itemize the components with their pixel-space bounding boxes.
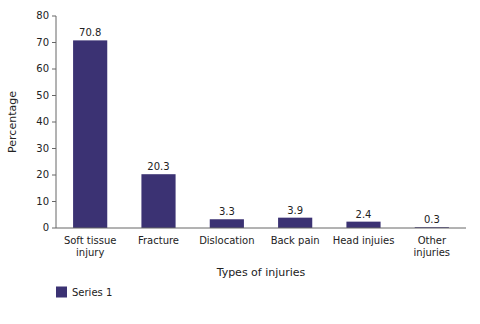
y-tick <box>52 16 56 17</box>
y-tick-label: 80 <box>36 10 49 21</box>
y-tick-label: 40 <box>36 116 49 127</box>
y-tick-label: 10 <box>36 196 49 207</box>
x-tick-label: Head injuies <box>333 235 395 246</box>
data-label: 20.3 <box>147 161 169 172</box>
x-tick-label: Otherinjuries <box>414 235 450 258</box>
legend-label: Series 1 <box>72 287 112 298</box>
bar <box>141 174 175 228</box>
x-axis-title: Types of injuries <box>216 266 306 279</box>
y-tick <box>52 42 56 43</box>
y-tick-label: 60 <box>36 63 49 74</box>
bars <box>73 40 449 228</box>
y-tick <box>52 122 56 123</box>
y-tick-label: 20 <box>36 169 49 180</box>
y-axis-title: Percentage <box>6 91 19 153</box>
x-axis <box>56 228 466 229</box>
y-tick-label: 70 <box>36 37 49 48</box>
y-tick <box>52 95 56 96</box>
x-tick-label: Fracture <box>138 235 179 246</box>
data-label: 0.3 <box>424 214 440 225</box>
bar <box>210 219 244 228</box>
y-tick <box>52 148 56 149</box>
x-tick-label: Back pain <box>271 235 320 246</box>
background <box>0 0 480 324</box>
bar <box>346 222 380 228</box>
legend-swatch <box>56 287 67 298</box>
y-tick <box>52 69 56 70</box>
y-tick <box>52 228 56 229</box>
y-tick <box>52 201 56 202</box>
x-tick-label: Dislocation <box>199 235 254 246</box>
x-tick-label: Soft tissueinjury <box>64 235 117 258</box>
data-label: 3.3 <box>219 206 235 217</box>
y-tick-label: 0 <box>43 222 49 233</box>
data-label: 70.8 <box>79 27 101 38</box>
y-tick-label: 50 <box>36 90 49 101</box>
bar <box>278 218 312 228</box>
y-tick-label: 30 <box>36 143 49 154</box>
y-tick <box>52 175 56 176</box>
data-label: 3.9 <box>287 205 303 216</box>
data-label: 2.4 <box>356 209 372 220</box>
bar <box>73 40 107 228</box>
chart: 0 10 20 30 40 50 60 70 80 70.8 20.3 3.3 3.9 2.4 0.3 Sof… <box>0 0 480 324</box>
y-axis <box>56 16 57 228</box>
